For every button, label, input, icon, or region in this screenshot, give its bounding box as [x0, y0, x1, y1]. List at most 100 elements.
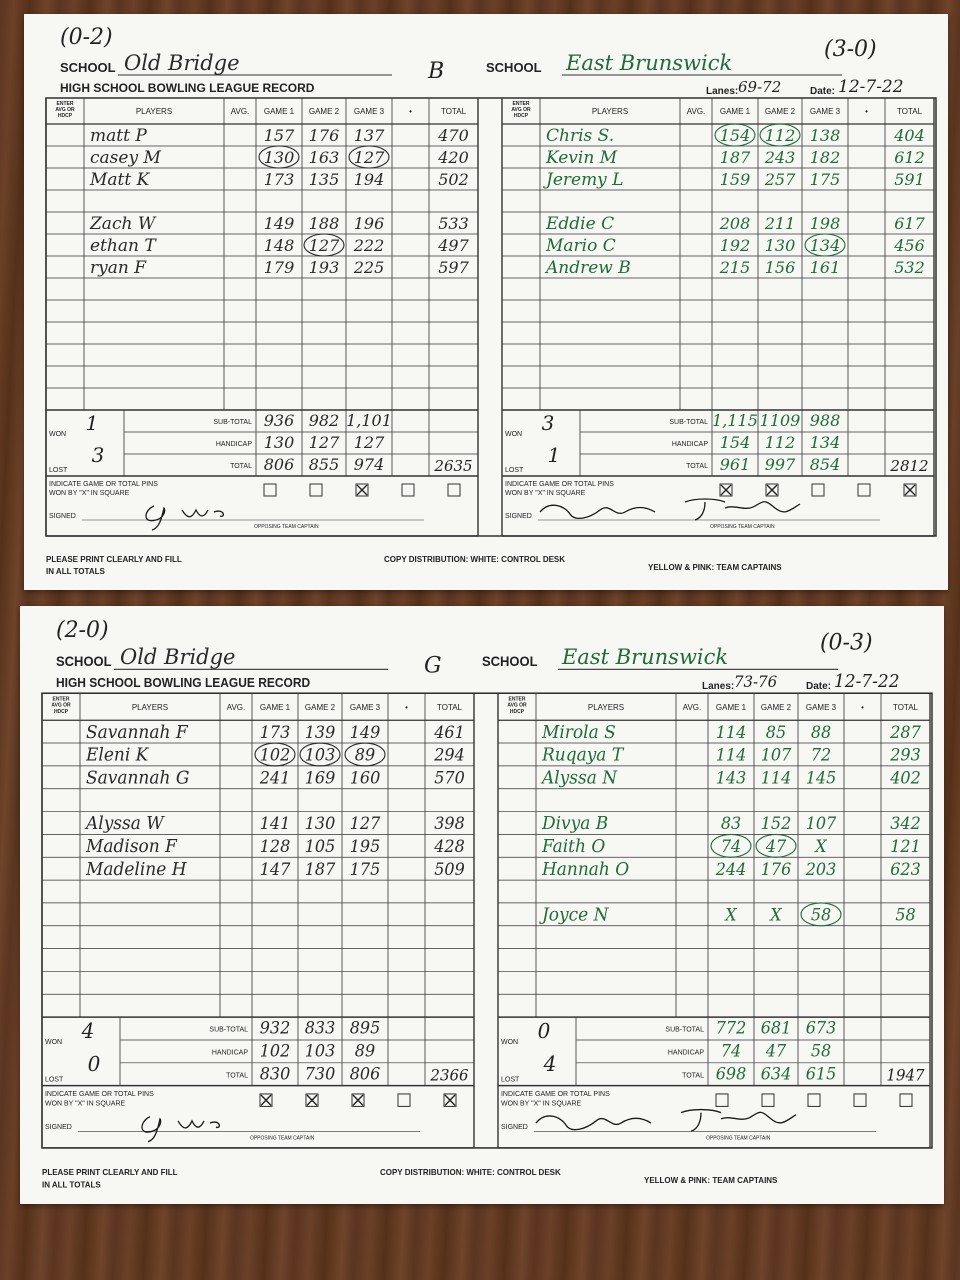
grand-total: 1947 — [886, 1066, 924, 1084]
form-title: HIGH SCHOOL BOWLING LEAGUE RECORD — [56, 676, 310, 690]
player-total: 293 — [889, 745, 921, 764]
signature — [141, 1116, 220, 1143]
player-name: Mario C — [545, 236, 616, 256]
game-score: 137 — [354, 126, 385, 145]
handicap-value: 103 — [305, 1041, 336, 1060]
game-score: 182 — [810, 148, 841, 167]
captain-label: OPPOSING TEAM CAPTAIN — [254, 524, 319, 530]
lost-value: 0 — [88, 1052, 101, 1076]
handicap-value: 58 — [811, 1041, 831, 1060]
totals-value: 634 — [761, 1064, 792, 1083]
handicap-value: 102 — [260, 1041, 291, 1060]
avg-header: AVG. — [687, 107, 706, 116]
won-label: WON — [505, 431, 522, 438]
date-value: 12-7-22 — [834, 672, 900, 692]
captain-label: OPPOSING TEAM CAPTAIN — [250, 1136, 315, 1142]
players-header: PLAYERS — [136, 107, 172, 116]
game-score: 135 — [309, 170, 340, 189]
game-score: 188 — [309, 214, 340, 233]
lanes-value: 73-76 — [734, 673, 777, 691]
lanes-label: Lanes: — [706, 86, 738, 97]
player-name: Faith O — [541, 837, 605, 857]
won-label: WON — [49, 431, 66, 438]
dot-header: • — [405, 703, 408, 712]
handicap-value: 74 — [721, 1041, 741, 1060]
win-checkbox — [309, 483, 323, 497]
subtotal-value: 1109 — [760, 411, 801, 430]
player-name: casey M — [90, 148, 161, 168]
game-score: 176 — [309, 126, 340, 145]
game-score: 154 — [720, 126, 751, 145]
enter-label: AVG OR — [507, 703, 527, 709]
footer-print: PLEASE PRINT CLEARLY AND FILL — [42, 1168, 178, 1177]
totals-value: 961 — [720, 455, 751, 474]
game-score: 187 — [720, 148, 751, 167]
form-title: HIGH SCHOOL BOWLING LEAGUE RECORD — [60, 81, 315, 95]
game-header: GAME 3 — [806, 703, 837, 712]
game-score: 241 — [259, 768, 291, 787]
game-score: X — [768, 905, 783, 924]
game-score: 179 — [264, 258, 295, 277]
signature — [535, 1108, 797, 1132]
game-header: GAME 1 — [260, 703, 291, 712]
player-total: 58 — [895, 905, 915, 924]
win-checkbox — [857, 483, 871, 497]
player-name: Joyce N — [539, 905, 609, 925]
division: G — [424, 652, 442, 678]
signed-label: SIGNED — [505, 513, 532, 520]
game-score: 130 — [305, 814, 336, 833]
player-total: 287 — [889, 723, 921, 742]
enter-label: AVG OR — [55, 107, 75, 113]
lost-value: 3 — [92, 443, 105, 467]
game-score: 134 — [810, 236, 841, 255]
game-header: GAME 3 — [354, 107, 385, 116]
score-circle — [299, 742, 341, 767]
totals-label: TOTAL — [682, 1071, 704, 1079]
score-circle — [804, 233, 846, 257]
win-checkbox — [853, 1093, 867, 1107]
indicate-label: WON BY "X" IN SQUARE — [45, 1099, 125, 1107]
totals-label: TOTAL — [686, 463, 708, 470]
player-name: Mirola S — [541, 723, 616, 743]
player-total: 612 — [894, 148, 925, 167]
player-name: Eleni K — [85, 745, 149, 765]
handicap-label: HANDICAP — [672, 441, 709, 448]
win-mark — [766, 484, 778, 496]
signed-label: SIGNED — [501, 1123, 528, 1131]
game-score: 196 — [354, 214, 385, 233]
score-circle — [344, 742, 386, 767]
handicap-value: 127 — [354, 433, 385, 452]
game-score: 149 — [350, 723, 381, 742]
subtotal-value: 772 — [716, 1018, 747, 1037]
handicap-value: 134 — [810, 433, 841, 452]
footer-yellow: YELLOW & PINK: TEAM CAPTAINS — [644, 1176, 778, 1185]
game-score: 85 — [766, 723, 786, 742]
game-score: 195 — [350, 837, 381, 856]
total-header: TOTAL — [441, 107, 467, 116]
game-score: 145 — [806, 768, 837, 787]
team-record: (0-3) — [820, 629, 873, 655]
footer-print: PLEASE PRINT CLEARLY AND FILL — [46, 555, 182, 564]
score-circle — [258, 145, 300, 169]
game-score: 193 — [309, 258, 340, 277]
game-score: 173 — [264, 170, 295, 189]
footer-copy: COPY DISTRIBUTION: WHITE: CONTROL DESK — [380, 1168, 561, 1177]
subtotal-value: 932 — [260, 1018, 291, 1037]
subtotal-value: 988 — [810, 411, 841, 430]
win-mark — [352, 1094, 364, 1106]
score-card: G HIGH SCHOOL BOWLING LEAGUE RECORD (2-0) S… — [20, 606, 944, 1204]
totals-label: TOTAL — [226, 1071, 248, 1079]
game-score: 128 — [260, 837, 291, 856]
game-score: 58 — [811, 905, 831, 924]
game-header: GAME 3 — [810, 107, 841, 116]
win-mark — [306, 1094, 318, 1106]
game-score: 127 — [354, 148, 385, 167]
enter-label: AVG OR — [511, 107, 531, 113]
grand-total: 2635 — [433, 457, 472, 475]
player-total: 470 — [437, 126, 469, 145]
avg-header: AVG. — [683, 703, 702, 712]
won-value: 0 — [538, 1019, 551, 1043]
subtotal-label: SUB-TOTAL — [665, 1026, 704, 1034]
lost-label: LOST — [501, 1075, 520, 1083]
player-total: 420 — [437, 148, 469, 167]
